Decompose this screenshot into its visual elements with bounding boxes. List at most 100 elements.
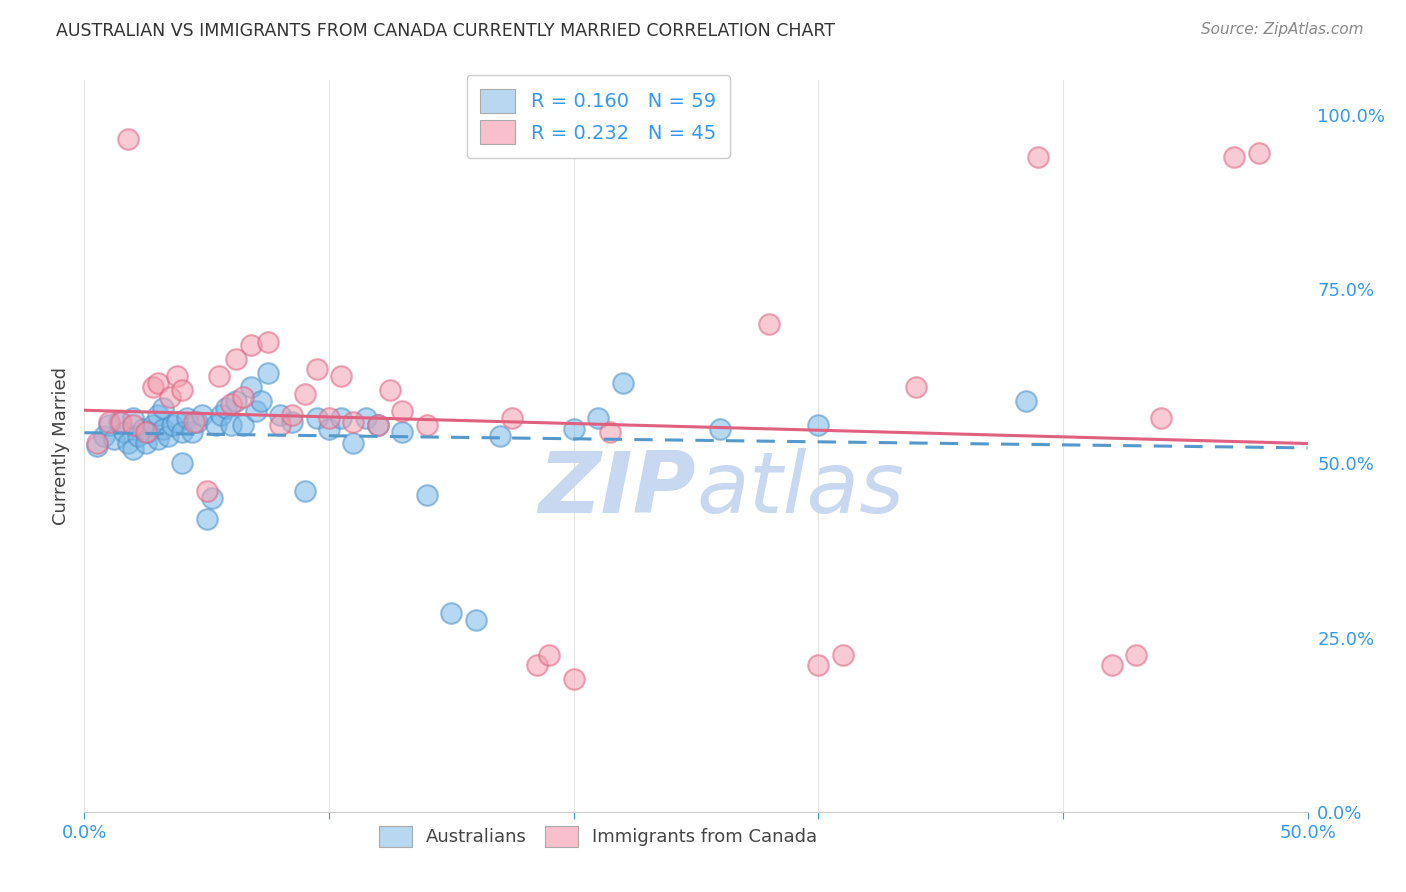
Point	[416, 418, 439, 433]
Point	[1028, 150, 1050, 164]
Point	[122, 411, 145, 425]
Point	[391, 404, 413, 418]
Point	[257, 334, 280, 349]
Point	[342, 415, 364, 429]
Point	[464, 613, 486, 627]
Point	[135, 435, 157, 450]
Point	[122, 442, 145, 457]
Point	[831, 648, 853, 662]
Point	[599, 425, 621, 439]
Point	[586, 411, 609, 425]
Point	[1101, 658, 1123, 673]
Point	[489, 428, 512, 442]
Point	[107, 415, 129, 429]
Point	[330, 411, 353, 425]
Point	[146, 432, 169, 446]
Point	[132, 421, 155, 435]
Point	[318, 421, 340, 435]
Point	[156, 428, 179, 442]
Point	[225, 351, 247, 366]
Point	[112, 425, 135, 439]
Point	[219, 397, 242, 411]
Point	[562, 421, 585, 435]
Point	[1150, 411, 1173, 425]
Point	[538, 648, 561, 662]
Point	[391, 425, 413, 439]
Text: ZIP: ZIP	[538, 449, 696, 532]
Point	[97, 415, 120, 429]
Point	[93, 428, 115, 442]
Point	[186, 415, 208, 429]
Point	[1247, 146, 1270, 161]
Point	[367, 418, 389, 433]
Point	[172, 384, 194, 398]
Point	[281, 415, 304, 429]
Point	[159, 390, 181, 404]
Point	[97, 418, 120, 433]
Point	[172, 457, 194, 471]
Point	[191, 408, 214, 422]
Point	[200, 491, 222, 506]
Point	[562, 673, 585, 687]
Point	[195, 512, 218, 526]
Point	[416, 488, 439, 502]
Point	[330, 369, 353, 384]
Point	[612, 376, 634, 391]
Point	[502, 411, 524, 425]
Point	[166, 415, 188, 429]
Point	[758, 317, 780, 331]
Point	[249, 393, 271, 408]
Point	[136, 425, 159, 439]
Point	[367, 418, 389, 433]
Text: AUSTRALIAN VS IMMIGRANTS FROM CANADA CURRENTLY MARRIED CORRELATION CHART: AUSTRALIAN VS IMMIGRANTS FROM CANADA CUR…	[56, 22, 835, 40]
Point	[152, 401, 174, 415]
Point	[305, 411, 328, 425]
Point	[807, 658, 830, 673]
Point	[232, 390, 254, 404]
Point	[1223, 150, 1246, 164]
Point	[269, 418, 291, 433]
Point	[209, 408, 232, 422]
Point	[1015, 393, 1038, 408]
Point	[245, 404, 267, 418]
Point	[86, 439, 108, 453]
Point	[257, 366, 280, 380]
Point	[142, 418, 165, 433]
Y-axis label: Currently Married: Currently Married	[52, 367, 70, 525]
Point	[127, 428, 149, 442]
Point	[205, 418, 228, 433]
Point	[232, 418, 254, 433]
Point	[122, 418, 145, 433]
Point	[281, 408, 304, 422]
Text: Source: ZipAtlas.com: Source: ZipAtlas.com	[1201, 22, 1364, 37]
Point	[146, 408, 169, 422]
Point	[354, 411, 377, 425]
Point	[166, 369, 188, 384]
Point	[1125, 648, 1147, 662]
Point	[709, 421, 731, 435]
Point	[225, 393, 247, 408]
Point	[269, 408, 291, 422]
Point	[305, 362, 328, 376]
Point	[526, 658, 548, 673]
Point	[183, 415, 205, 429]
Point	[342, 435, 364, 450]
Point	[152, 421, 174, 435]
Point	[215, 401, 238, 415]
Point	[294, 386, 316, 401]
Point	[195, 484, 218, 499]
Point	[239, 380, 262, 394]
Point	[294, 484, 316, 499]
Point	[110, 415, 132, 429]
Point	[905, 380, 928, 394]
Point	[86, 435, 108, 450]
Point	[162, 418, 184, 433]
Point	[142, 380, 165, 394]
Point	[117, 435, 139, 450]
Point	[208, 369, 231, 384]
Text: atlas: atlas	[696, 449, 904, 532]
Point	[181, 425, 204, 439]
Point	[172, 425, 194, 439]
Point	[146, 376, 169, 391]
Point	[239, 338, 262, 352]
